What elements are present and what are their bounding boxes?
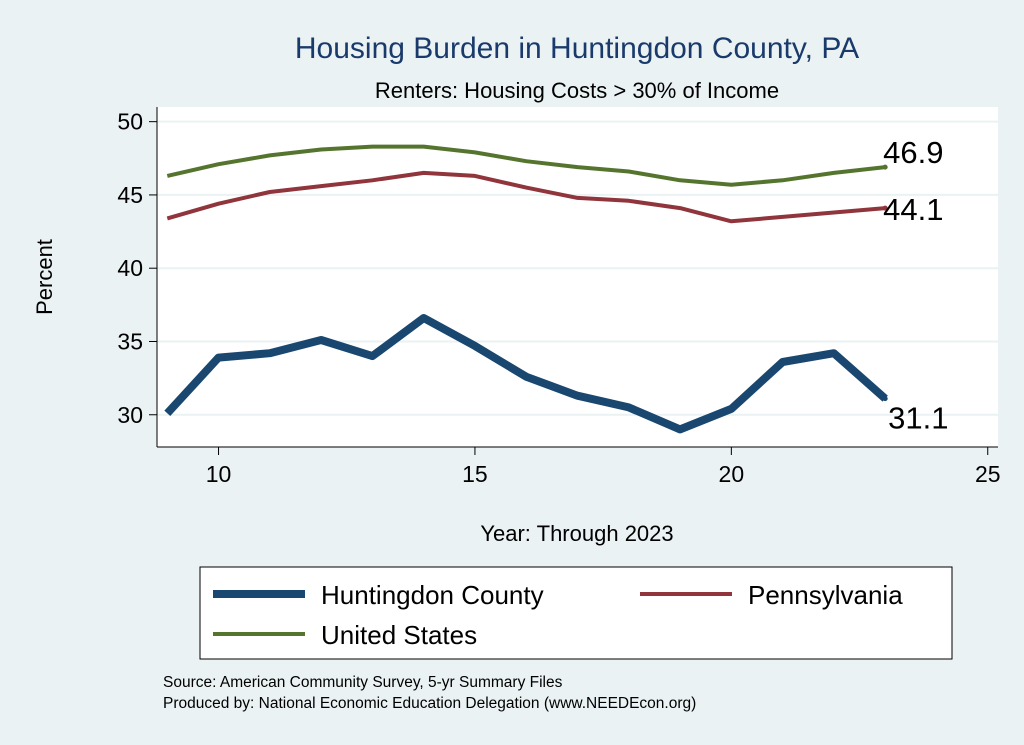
end-point-united-states bbox=[882, 164, 888, 170]
y-tick-label: 35 bbox=[117, 328, 143, 354]
legend-label-pennsylvania: Pennsylvania bbox=[748, 580, 903, 610]
legend: Huntingdon County Pennsylvania United Stat… bbox=[213, 580, 903, 650]
y-tick-label: 30 bbox=[117, 402, 143, 428]
end-label-pennsylvania: 44.1 bbox=[883, 192, 943, 227]
series-lines bbox=[164, 144, 888, 434]
series-line-united-states bbox=[166, 144, 886, 187]
end-point-pennsylvania bbox=[882, 205, 888, 211]
series-line-pennsylvania bbox=[166, 170, 886, 224]
gridlines bbox=[157, 120, 998, 416]
plot-area bbox=[157, 107, 998, 447]
x-axis-ticks: 10 15 20 25 bbox=[206, 447, 1001, 487]
legend-box bbox=[199, 566, 953, 660]
y-axis-ticks: 30 35 40 45 50 bbox=[117, 109, 157, 428]
y-axis-label: Percent bbox=[32, 239, 57, 315]
source-line-2: Produced by: National Economic Education… bbox=[163, 695, 696, 712]
source-line-1: Source: American Community Survey, 5-yr … bbox=[163, 674, 563, 691]
y-tick-label: 40 bbox=[117, 255, 143, 281]
legend-label-huntingdon-county: Huntingdon County bbox=[321, 580, 544, 610]
y-tick-label: 50 bbox=[117, 109, 143, 135]
legend-label-united-states: United States bbox=[321, 620, 477, 650]
chart-title: Housing Burden in Huntingdon County, PA bbox=[295, 32, 859, 65]
x-tick-label: 15 bbox=[462, 461, 488, 487]
end-label-united-states: 46.9 bbox=[883, 135, 943, 170]
series-line-huntingdon-county bbox=[164, 314, 888, 434]
chart-subtitle: Renters: Housing Costs > 30% of Income bbox=[375, 78, 779, 103]
x-tick-label: 20 bbox=[719, 461, 745, 487]
x-tick-label: 10 bbox=[206, 461, 232, 487]
x-axis-label: Year: Through 2023 bbox=[480, 521, 673, 546]
x-tick-label: 25 bbox=[975, 461, 1001, 487]
end-label-huntingdon-county: 31.1 bbox=[888, 401, 948, 436]
end-point-huntingdon-county bbox=[882, 396, 888, 402]
end-labels: 46.9 44.1 31.1 bbox=[883, 135, 948, 436]
y-tick-label: 45 bbox=[117, 182, 143, 208]
